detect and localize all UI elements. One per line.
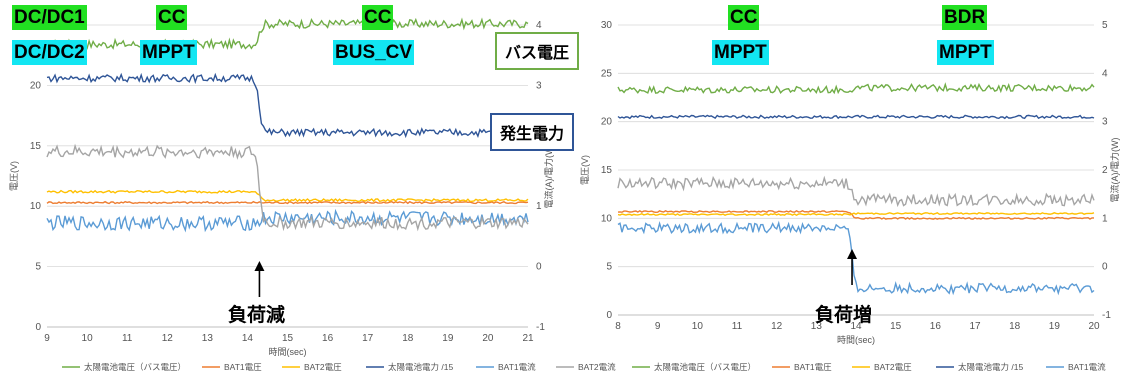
series-line <box>46 72 529 139</box>
left-dcdc1-mode-before: CC <box>156 5 188 30</box>
y-tick-label: 10 <box>30 201 42 212</box>
x-tick-label: 19 <box>1049 321 1061 332</box>
y2-tick-label: -1 <box>1102 310 1111 321</box>
legend-label: 太陽電池電圧（バス電圧） <box>654 362 756 372</box>
y-tick-label: 25 <box>601 68 613 79</box>
y-tick-label: 15 <box>30 141 42 152</box>
y-tick-label: 20 <box>30 80 42 91</box>
x-tick-label: 11 <box>732 321 743 332</box>
series-line <box>46 189 529 203</box>
y2-tick-label: 3 <box>1102 117 1108 128</box>
series-line <box>617 114 1095 120</box>
right-dcdc1-mode-after: BDR <box>942 5 988 30</box>
y-tick-label: 30 <box>601 20 613 31</box>
x-tick-label: 15 <box>890 321 902 332</box>
series-line <box>617 212 1095 217</box>
x-tick-label: 10 <box>82 333 94 344</box>
y2-tick-label: 0 <box>1102 262 1108 273</box>
x-tick-label: 20 <box>1088 321 1100 332</box>
y2-tick-label: -1 <box>536 322 545 333</box>
y2-axis-label: 電流(A)/電力(W) <box>1109 138 1120 203</box>
y2-tick-label: 4 <box>1102 68 1108 79</box>
x-tick-label: 9 <box>655 321 661 332</box>
y2-tick-label: 2 <box>1102 165 1108 176</box>
left-dcdc2-mode-after: BUS_CV <box>333 40 415 65</box>
event-arrow-head <box>847 249 858 259</box>
x-tick-label: 18 <box>402 333 414 344</box>
y-tick-label: 10 <box>601 213 613 224</box>
x-tick-label: 17 <box>969 321 981 332</box>
x-tick-label: 9 <box>44 333 50 344</box>
series-line <box>617 220 1095 296</box>
left-dcdc2-mode-before: MPPT <box>140 40 197 65</box>
y-tick-label: 5 <box>35 262 41 273</box>
legend-label: BAT1電流 <box>498 362 536 372</box>
left-dcdc1-mode-after: CC <box>362 5 394 30</box>
x-tick-label: 20 <box>482 333 494 344</box>
legend-label: 太陽電池電力 /15 <box>388 362 453 372</box>
legend-label: 太陽電池電力 /15 <box>958 362 1023 372</box>
right-dcdc2-mode-before: MPPT <box>712 40 769 65</box>
x-tick-label: 11 <box>122 333 133 344</box>
y-axis-label: 電圧(V) <box>580 155 590 185</box>
y2-tick-label: 0 <box>536 262 542 273</box>
x-tick-label: 8 <box>615 321 621 332</box>
dcdc2-label: DC/DC2 <box>12 40 87 65</box>
x-axis-label: 時間(sec) <box>837 335 875 345</box>
legend-label: BAT2電圧 <box>304 362 342 372</box>
y2-axis-label: 電流(A)/電力(W) <box>543 144 554 209</box>
x-tick-label: 16 <box>930 321 942 332</box>
y2-tick-label: 1 <box>536 201 542 212</box>
y2-tick-label: 4 <box>536 20 542 31</box>
series-line <box>46 200 529 205</box>
y-tick-label: 15 <box>601 165 613 176</box>
dcdc1-label: DC/DC1 <box>12 5 87 30</box>
load-decrease-annotation: 負荷減 <box>228 305 286 326</box>
series-line <box>617 175 1095 208</box>
x-tick-label: 16 <box>322 333 334 344</box>
series-line <box>46 143 529 232</box>
x-tick-label: 19 <box>442 333 454 344</box>
legend-label: BAT1電圧 <box>794 362 832 372</box>
legend-label: BAT2電流 <box>578 362 616 372</box>
y2-tick-label: 5 <box>1102 20 1108 31</box>
right-dcdc1-mode-before: CC <box>728 5 760 30</box>
x-tick-label: 13 <box>811 321 823 332</box>
x-tick-label: 10 <box>692 321 704 332</box>
x-tick-label: 13 <box>202 333 214 344</box>
y-tick-label: 20 <box>601 117 613 128</box>
x-tick-label: 12 <box>771 321 783 332</box>
x-axis-label: 時間(sec) <box>269 347 307 357</box>
generated-power-callout: 発生電力 <box>490 113 575 151</box>
load-increase-annotation: 負荷増 <box>815 305 873 326</box>
series-line <box>46 208 529 233</box>
event-arrow-head <box>254 261 265 271</box>
legend-label: BAT1電流 <box>1068 362 1106 372</box>
series-line <box>46 17 529 50</box>
y-tick-label: 0 <box>606 310 612 321</box>
x-tick-label: 14 <box>850 321 862 332</box>
bus-voltage-callout: バス電圧 <box>495 32 580 70</box>
x-tick-label: 15 <box>282 333 294 344</box>
legend-label: 太陽電池電圧（バス電圧） <box>84 362 186 372</box>
y2-tick-label: 1 <box>1102 213 1108 224</box>
legend-label: BAT1電圧 <box>224 362 262 372</box>
y-axis-label: 電圧(V) <box>9 161 19 191</box>
series-line <box>617 82 1095 95</box>
x-tick-label: 17 <box>362 333 374 344</box>
y-tick-label: 5 <box>606 262 612 273</box>
right-dcdc2-mode-after: MPPT <box>937 40 994 65</box>
series-line <box>617 209 1094 220</box>
x-tick-label: 18 <box>1009 321 1021 332</box>
y-tick-label: 0 <box>35 322 41 333</box>
x-tick-label: 14 <box>242 333 254 344</box>
x-tick-label: 21 <box>522 333 534 344</box>
x-tick-label: 12 <box>162 333 174 344</box>
legend-label: BAT2電圧 <box>874 362 912 372</box>
y2-tick-label: 3 <box>536 80 542 91</box>
